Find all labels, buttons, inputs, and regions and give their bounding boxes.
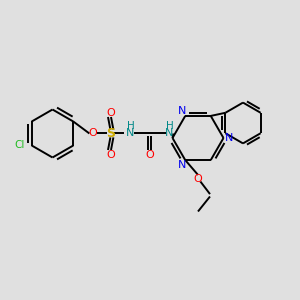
Text: N: N — [126, 128, 135, 139]
Text: N: N — [165, 128, 174, 139]
Text: N: N — [178, 160, 186, 170]
Text: Cl: Cl — [15, 140, 25, 151]
Text: H: H — [127, 121, 134, 131]
Text: O: O — [88, 128, 98, 139]
Text: O: O — [106, 107, 115, 118]
Text: O: O — [194, 173, 202, 184]
Text: H: H — [166, 121, 173, 131]
Text: N: N — [225, 133, 234, 143]
Text: S: S — [106, 127, 115, 140]
Text: O: O — [106, 149, 115, 160]
Text: N: N — [178, 106, 186, 116]
Text: O: O — [146, 149, 154, 160]
